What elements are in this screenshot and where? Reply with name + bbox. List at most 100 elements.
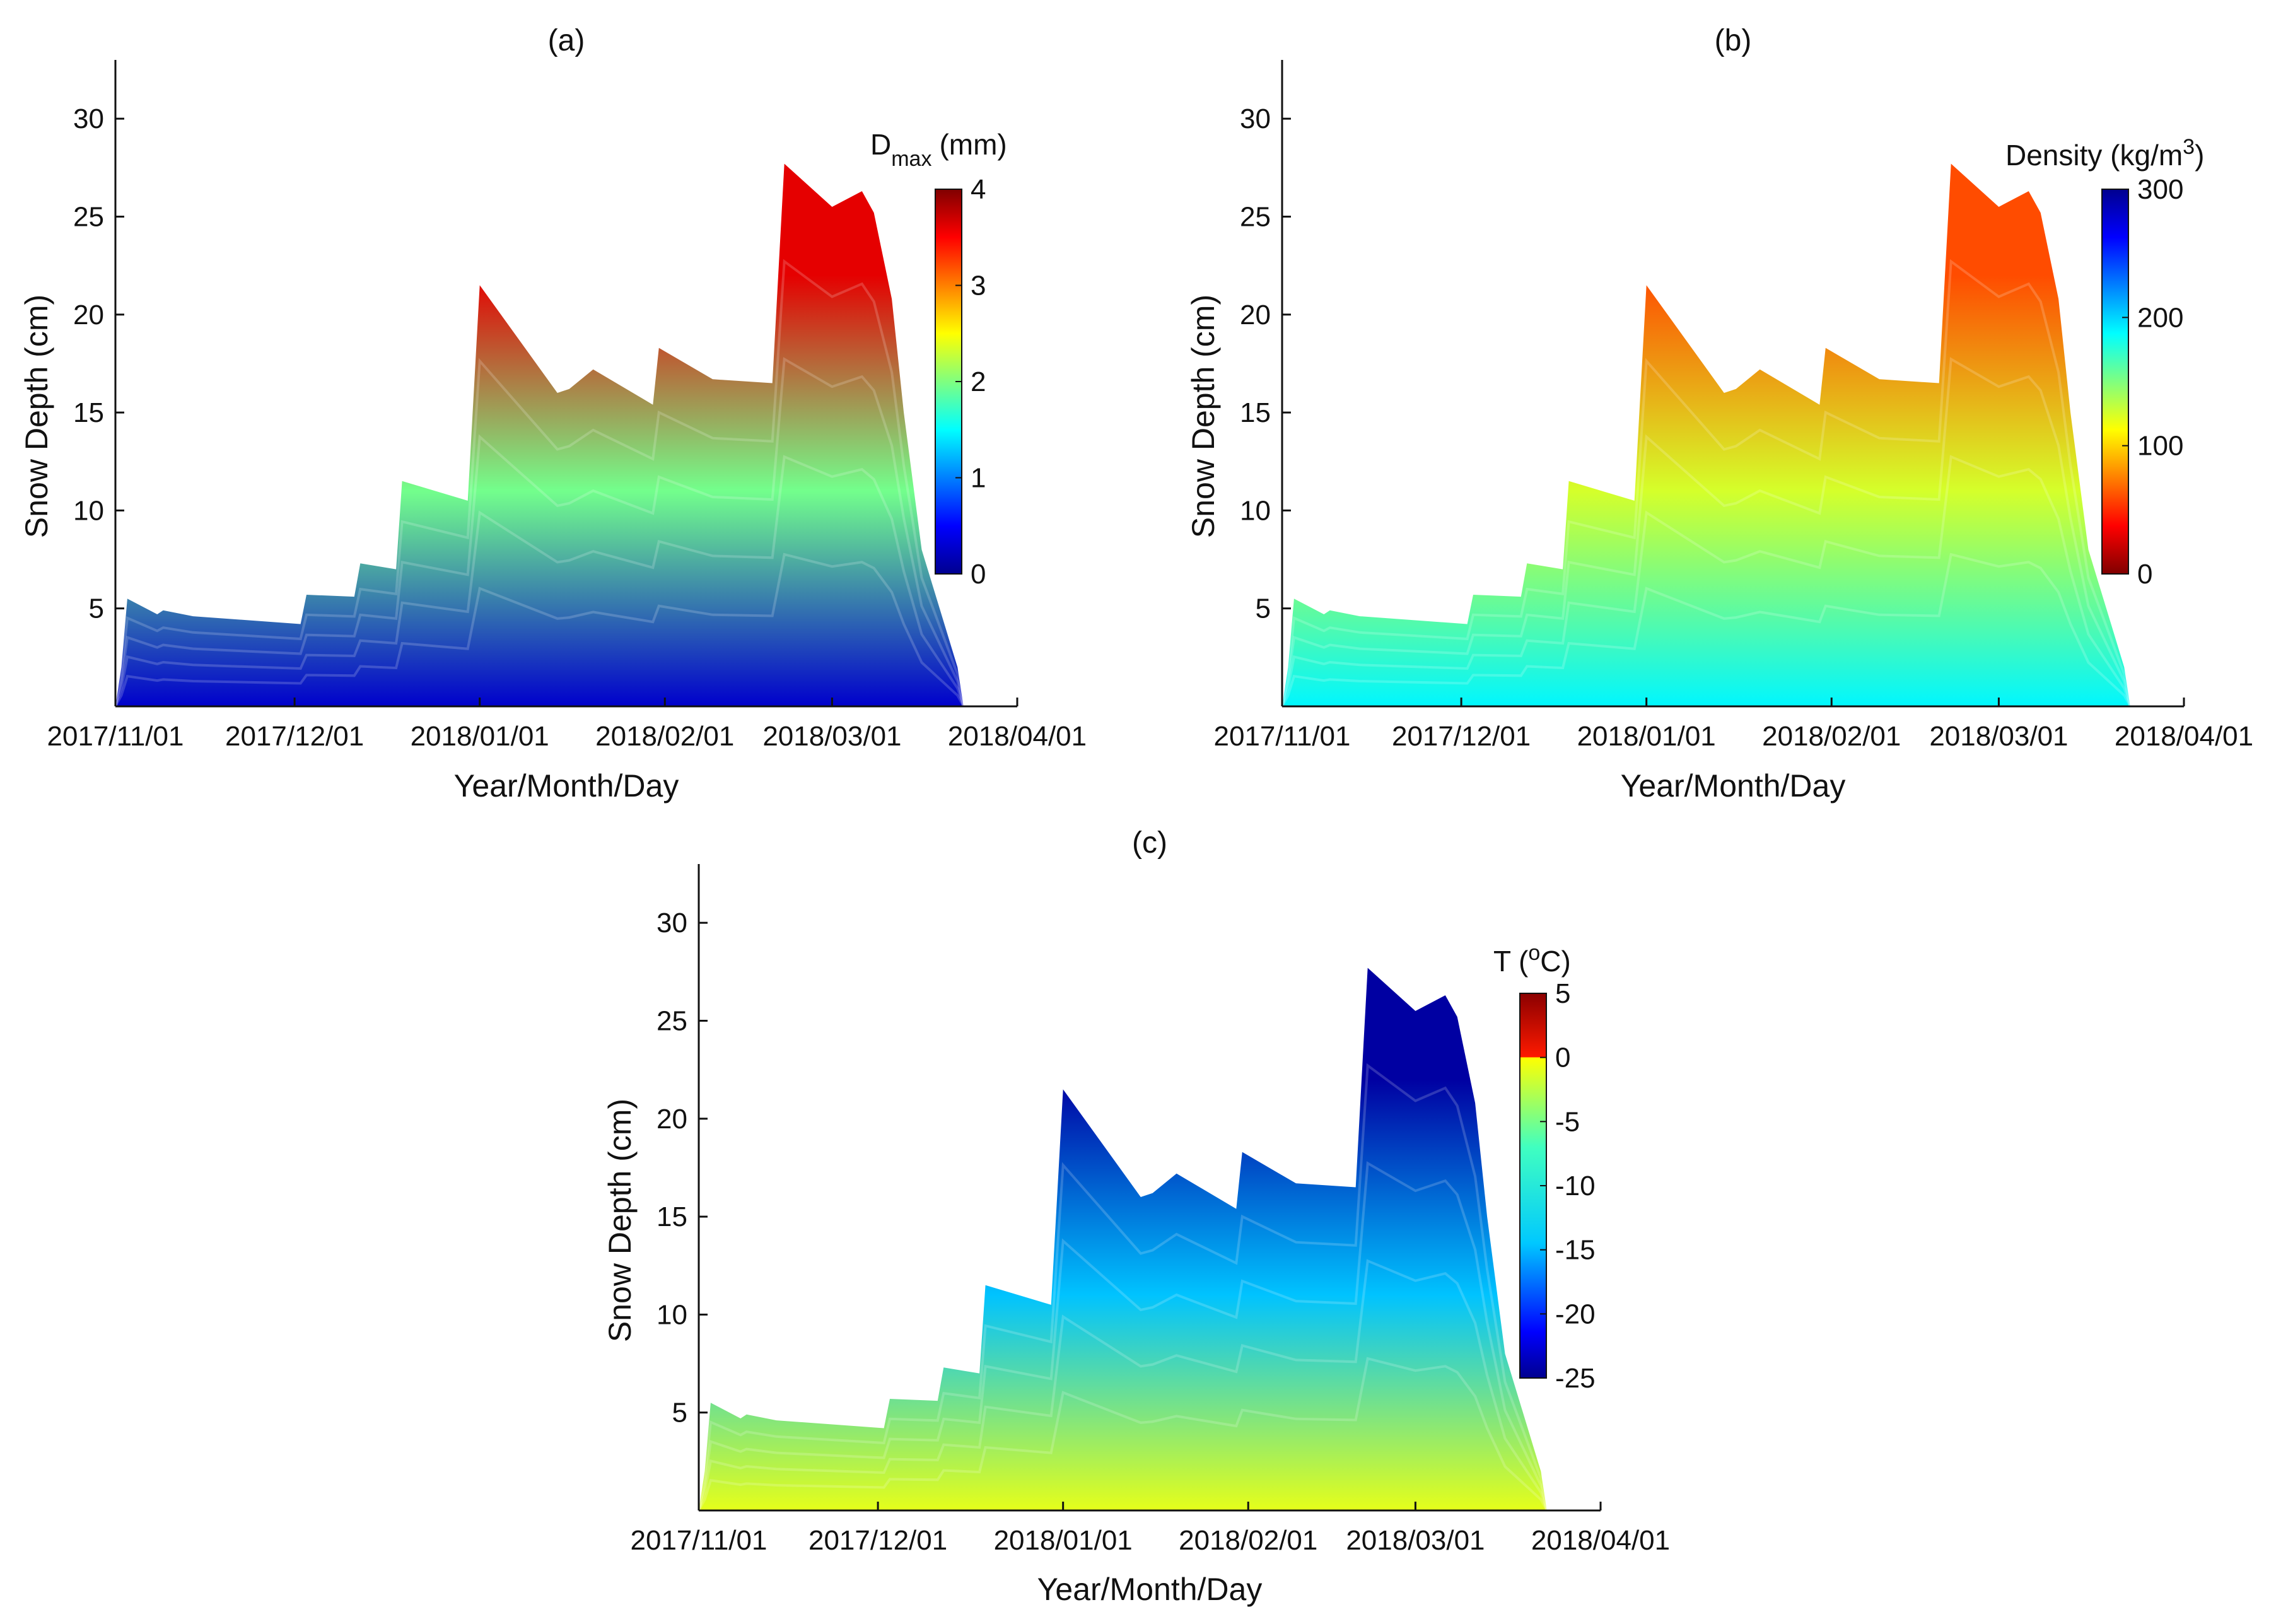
- panel-c-ylabel: Snow Depth (cm): [602, 1099, 638, 1342]
- panel-c-colorbar-ticks: -25 -20 -15 -10 -5 0 5: [1540, 978, 1596, 1394]
- panel-a-cb-title-main: D: [870, 128, 891, 161]
- panel-c-x-tick-label: 2018/04/01: [1531, 1525, 1670, 1556]
- panel-a-ticks: 2017/11/01 2017/12/01 2018/01/01 2018/02/01…: [47, 103, 1087, 752]
- panel-a-xlabel: Year/Month/Day: [454, 768, 679, 803]
- panel-b-x-tick-label: 2018/04/01: [2115, 721, 2253, 752]
- panel-c-snow-area: [699, 967, 1547, 1510]
- panel-b-y-tick-label: 5: [1256, 593, 1271, 624]
- panel-c: (c) 2017/11/01 2017/12/01 2018/01/01 2018/0…: [602, 826, 1670, 1607]
- panel-b: (b) 2017/11/01 2017/12/01 2018/01/01 2018/0…: [1186, 24, 2253, 803]
- panel-a-layer-line: [115, 455, 965, 706]
- panel-a-colorbar-tick-label: 0: [971, 559, 986, 590]
- panel-c-layer-lines: [699, 1063, 1548, 1510]
- panel-c-colorbar-tick-label: 0: [1555, 1043, 1570, 1073]
- panel-b-layer-line: [1282, 455, 2132, 706]
- panel-a-snow-area: [115, 163, 964, 706]
- panel-b-layer-line: [1282, 259, 2132, 706]
- panel-c-y-tick-label: 20: [657, 1104, 687, 1135]
- panel-b-colorbar-tick-label: 300: [2137, 174, 2183, 205]
- panel-c-cb-title-main: T (: [1493, 945, 1529, 978]
- panel-c-colorbar-tick-label: -25: [1555, 1363, 1596, 1394]
- panel-a-x-tick-label: 2018/01/01: [411, 721, 549, 752]
- panel-c-y-tick-label: 15: [657, 1201, 687, 1232]
- panel-b-cb-title-end: ): [2195, 139, 2204, 172]
- panel-c-colorbar-tick-label: 5: [1555, 978, 1570, 1009]
- panel-c-ticks: 2017/11/01 2017/12/01 2018/01/01 2018/02/01…: [631, 908, 1671, 1556]
- panel-b-colorbar: Density (kg/m3) 0 100 200 300: [2005, 135, 2204, 590]
- panel-b-y-tick-label: 10: [1240, 495, 1271, 526]
- panel-a-layer-line: [115, 552, 965, 706]
- panel-a-cb-title-unit: (mm): [939, 128, 1007, 161]
- panel-c-colorbar-tick-label: -5: [1555, 1106, 1580, 1137]
- panel-c-colorbar-tick-label: -10: [1555, 1171, 1596, 1201]
- panel-a-title: (a): [548, 24, 585, 57]
- panel-a-x-tick-label: 2018/04/01: [948, 721, 1087, 752]
- panel-a-x-tick-label: 2017/11/01: [47, 721, 184, 752]
- panel-c-layer-line: [699, 1063, 1548, 1510]
- panel-b-layer-line: [1282, 552, 2132, 706]
- panel-b-layer-lines: [1282, 259, 2132, 706]
- panel-c-xlabel: Year/Month/Day: [1037, 1572, 1263, 1607]
- panel-c-title: (c): [1132, 826, 1167, 860]
- panel-b-x-tick-label: 2018/01/01: [1577, 721, 1716, 752]
- panel-a-layer-lines: [115, 259, 965, 706]
- panel-a-y-tick-label: 5: [89, 593, 104, 624]
- panel-a-colorbar-tick-label: 2: [971, 366, 986, 397]
- panel-c-x-tick-label: 2017/11/01: [631, 1525, 767, 1556]
- panel-c-y-tick-label: 25: [657, 1005, 687, 1036]
- panel-b-cb-title-sup: 3: [2183, 135, 2195, 159]
- panel-c-y-tick-label: 5: [672, 1398, 687, 1428]
- panel-a-y-tick-label: 10: [73, 495, 104, 526]
- panel-c-x-tick-label: 2018/01/01: [994, 1525, 1133, 1556]
- panel-a-layer-line: [115, 357, 965, 706]
- panel-c-colorbar-tick-label: -20: [1555, 1299, 1596, 1329]
- panel-b-x-tick-label: 2017/12/01: [1392, 721, 1531, 752]
- panel-b-title: (b): [1715, 24, 1752, 57]
- panel-a-x-tick-label: 2018/03/01: [762, 721, 901, 752]
- panel-b-colorbar-ticks: 0 100 200 300: [2122, 174, 2183, 590]
- panel-b-x-tick-label: 2017/11/01: [1214, 721, 1351, 752]
- panel-a: (a) 2017/11/01 2017/12/01 2018/01/01 2018/0…: [19, 24, 1087, 803]
- panel-b-colorbar-tick-label: 100: [2137, 431, 2183, 462]
- panel-c-colorbar-title: T (oC): [1493, 941, 1571, 978]
- panel-a-colorbar-ticks: 0 1 2 3 4: [955, 174, 986, 590]
- panel-c-x-tick-label: 2017/12/01: [808, 1525, 947, 1556]
- panel-b-colorbar-tick-label: 0: [2137, 559, 2152, 590]
- panel-c-colorbar: T (oC) -25 -20 -15 -10 -5 0 5: [1493, 941, 1596, 1394]
- panel-a-y-tick-label: 15: [73, 397, 104, 428]
- panel-b-y-tick-label: 15: [1240, 397, 1271, 428]
- panel-a-y-tick-label: 25: [73, 201, 104, 232]
- panel-b-x-tick-label: 2018/02/01: [1762, 721, 1901, 752]
- panel-b-y-tick-label: 30: [1240, 103, 1271, 134]
- panel-b-ticks: 2017/11/01 2017/12/01 2018/01/01 2018/02/01…: [1214, 103, 2254, 752]
- panel-b-colorbar-tick-label: 200: [2137, 302, 2183, 333]
- panel-a-ylabel: Snow Depth (cm): [19, 295, 54, 538]
- panel-b-plot-area: [1282, 163, 2132, 706]
- panel-c-cb-title-sup: o: [1528, 941, 1540, 965]
- panel-c-plot-area: [699, 967, 1548, 1510]
- panel-c-colorbar-tick-label: -15: [1555, 1235, 1596, 1266]
- panel-b-x-tick-label: 2018/03/01: [1929, 721, 2068, 752]
- panel-b-snow-area: [1282, 163, 2130, 706]
- panel-a-colorbar-title: Dmax (mm): [870, 128, 1007, 171]
- panel-b-ylabel: Snow Depth (cm): [1186, 295, 1221, 538]
- panel-b-y-tick-label: 20: [1240, 300, 1271, 330]
- panel-c-x-tick-label: 2018/02/01: [1179, 1525, 1317, 1556]
- panel-b-y-tick-label: 25: [1240, 201, 1271, 232]
- panel-a-x-tick-label: 2018/02/01: [595, 721, 734, 752]
- panel-a-colorbar-tick-label: 4: [971, 174, 986, 205]
- panel-a-layer-line: [115, 259, 965, 706]
- panel-c-layer-line: [699, 1259, 1548, 1510]
- panel-a-colorbar: Dmax (mm) 0 1 2 3 4: [870, 128, 1007, 590]
- panel-a-colorbar-tick-label: 1: [971, 463, 986, 494]
- panel-b-colorbar-bar: [2101, 189, 2129, 575]
- panel-b-cb-title-main: Density (kg/m: [2005, 139, 2183, 172]
- panel-a-colorbar-tick-label: 3: [971, 271, 986, 301]
- panel-a-plot-area: [115, 163, 965, 706]
- panel-c-cb-title-end: C): [1540, 945, 1571, 978]
- panel-b-layer-line: [1282, 357, 2132, 706]
- panel-a-cb-title-sub: max: [891, 147, 931, 171]
- panel-b-colorbar-title: Density (kg/m3): [2005, 135, 2204, 172]
- panel-a-x-tick-label: 2017/12/01: [225, 721, 364, 752]
